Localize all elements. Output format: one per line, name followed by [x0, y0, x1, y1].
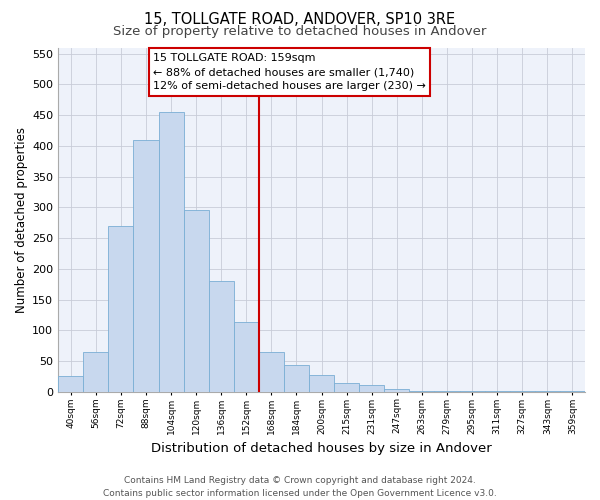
Bar: [158, 112, 184, 392]
X-axis label: Distribution of detached houses by size in Andover: Distribution of detached houses by size …: [151, 442, 492, 455]
Bar: [334, 382, 359, 392]
Bar: [460, 391, 485, 392]
Y-axis label: Number of detached properties: Number of detached properties: [15, 126, 28, 312]
Bar: [434, 390, 460, 392]
Bar: [384, 388, 409, 392]
Bar: [83, 352, 109, 392]
Bar: [560, 391, 585, 392]
Bar: [234, 322, 259, 392]
Bar: [109, 226, 133, 392]
Text: Contains HM Land Registry data © Crown copyright and database right 2024.
Contai: Contains HM Land Registry data © Crown c…: [103, 476, 497, 498]
Text: 15 TOLLGATE ROAD: 159sqm
← 88% of detached houses are smaller (1,740)
12% of sem: 15 TOLLGATE ROAD: 159sqm ← 88% of detach…: [153, 52, 426, 92]
Bar: [58, 376, 83, 392]
Bar: [209, 281, 234, 392]
Bar: [485, 391, 510, 392]
Text: Size of property relative to detached houses in Andover: Size of property relative to detached ho…: [113, 25, 487, 38]
Bar: [535, 391, 560, 392]
Bar: [409, 390, 434, 392]
Bar: [510, 391, 535, 392]
Bar: [284, 366, 309, 392]
Bar: [184, 210, 209, 392]
Bar: [309, 375, 334, 392]
Bar: [359, 385, 384, 392]
Text: 15, TOLLGATE ROAD, ANDOVER, SP10 3RE: 15, TOLLGATE ROAD, ANDOVER, SP10 3RE: [145, 12, 455, 28]
Bar: [259, 352, 284, 392]
Bar: [133, 140, 158, 392]
